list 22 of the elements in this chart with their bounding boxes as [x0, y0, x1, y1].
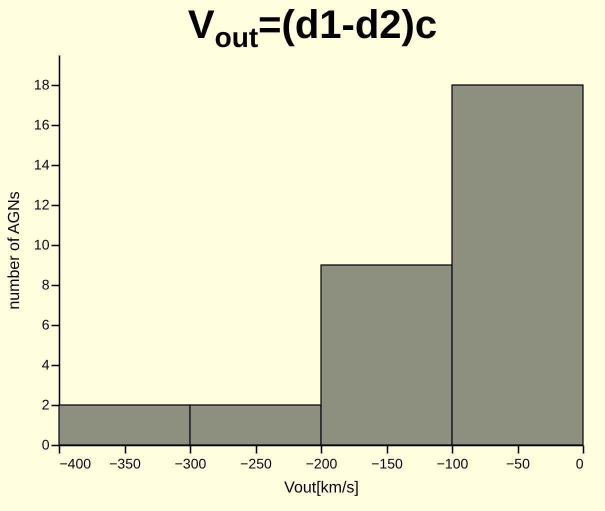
x-tick-label: −400 — [60, 456, 92, 472]
y-axis-title: number of AGNs — [6, 191, 23, 310]
y-tick-label: 10 — [34, 236, 50, 252]
y-tick-label: 4 — [42, 356, 50, 372]
y-tick-label: 14 — [34, 156, 50, 172]
y-tick-label: 18 — [34, 76, 50, 92]
x-tick-label: −200 — [306, 456, 338, 472]
x-axis-title: Vout[km/s] — [284, 480, 359, 496]
x-tick-label: −50 — [506, 456, 530, 472]
x-tick-label: −250 — [240, 456, 272, 472]
y-tick-label: 6 — [42, 316, 50, 332]
x-tick-label: −350 — [109, 456, 141, 472]
chart-title: V$_{out}$=(d1-d2)c — [186, 2, 438, 53]
x-tick-label: 0 — [576, 456, 584, 472]
x-tick-label: −100 — [436, 456, 468, 472]
y-tick-label: 0 — [42, 436, 50, 452]
x-tick-label: −300 — [174, 456, 206, 472]
y-tick-label: 16 — [34, 116, 50, 132]
x-tick-label: −150 — [371, 456, 403, 472]
y-tick-label: 12 — [34, 196, 50, 212]
y-tick-label: 2 — [42, 396, 50, 412]
y-tick-label: 8 — [42, 276, 50, 292]
